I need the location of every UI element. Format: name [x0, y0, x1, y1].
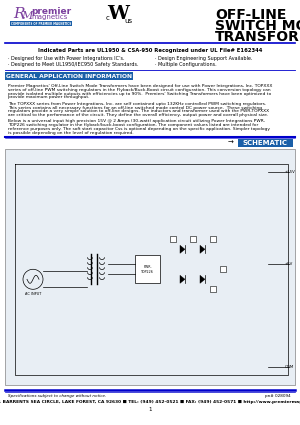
Text: AC INPUT: AC INPUT	[25, 292, 41, 296]
FancyBboxPatch shape	[5, 149, 295, 385]
Text: · Design Engineering Support Available.: · Design Engineering Support Available.	[155, 56, 252, 61]
Text: regulators provide a very simple solution to off-line designs. The inductors and: regulators provide a very simple solutio…	[8, 109, 269, 113]
Text: series of off-line PWM switching regulators in the Flyback/Buck-Boost circuit co: series of off-line PWM switching regulat…	[8, 88, 271, 92]
Text: →: →	[228, 139, 234, 146]
Text: SWITCH MODE: SWITCH MODE	[215, 19, 300, 33]
Text: are critical to the performance of the circuit. They define the overall efficien: are critical to the performance of the c…	[8, 113, 268, 117]
FancyBboxPatch shape	[5, 72, 133, 80]
Text: Below is a universal input high precision 15V @ 2 Amps (30-watt) application cir: Below is a universal input high precisio…	[8, 119, 265, 123]
Text: is possible depending on the level of regulation required.: is possible depending on the level of re…	[8, 131, 134, 135]
Text: +5V: +5V	[285, 262, 293, 266]
FancyBboxPatch shape	[170, 236, 176, 242]
Text: 1: 1	[148, 407, 152, 412]
FancyBboxPatch shape	[10, 21, 72, 26]
Text: TRANSFORMERS: TRANSFORMERS	[215, 30, 300, 44]
Text: Specifications subject to change without notice.: Specifications subject to change without…	[8, 394, 106, 398]
Text: TOP226 switching regulator in the flyback/buck-boost configuration. The componen: TOP226 switching regulator in the flybac…	[8, 123, 258, 127]
Text: Indicated Parts are UL1950 & CSA-950 Recognized under UL File# E162344: Indicated Parts are UL1950 & CSA-950 Rec…	[38, 48, 262, 53]
Text: provide maximum power throughput.: provide maximum power throughput.	[8, 95, 89, 99]
Text: PWR-: PWR-	[143, 265, 152, 269]
Text: premier: premier	[31, 6, 71, 15]
Text: R: R	[13, 7, 25, 21]
Polygon shape	[200, 275, 205, 283]
Text: magnetics: magnetics	[31, 14, 68, 20]
Text: W: W	[107, 5, 129, 23]
Text: GENERAL APPLICATION INFORMATION: GENERAL APPLICATION INFORMATION	[6, 74, 132, 79]
Text: M: M	[21, 11, 32, 21]
Text: This series contains all necessary functions for an off-line switched mode contr: This series contains all necessary funct…	[8, 105, 262, 110]
Text: pn# 028094: pn# 028094	[266, 394, 291, 398]
FancyBboxPatch shape	[210, 236, 216, 242]
Text: reference purposes only. The soft start capacitor Css is optional depending on t: reference purposes only. The soft start …	[8, 127, 270, 131]
Text: +15V: +15V	[285, 170, 296, 173]
Polygon shape	[200, 245, 205, 253]
Text: OFF-LINE: OFF-LINE	[215, 8, 286, 22]
FancyBboxPatch shape	[220, 266, 226, 272]
Text: The TOPXXX series from Power Integrations, Inc. are self contained upto 132KHz c: The TOPXXX series from Power Integration…	[8, 102, 266, 106]
Text: TOP226: TOP226	[141, 270, 154, 274]
Text: Premier Magnetics' Off-Line Switch Mode Transformers have been designed for use : Premier Magnetics' Off-Line Switch Mode …	[8, 84, 272, 88]
Text: COM: COM	[285, 365, 294, 369]
FancyBboxPatch shape	[135, 255, 160, 283]
FancyBboxPatch shape	[210, 286, 216, 292]
Polygon shape	[180, 245, 185, 253]
Text: · Designed to Meet UL1950/IEC950 Safety Standards.: · Designed to Meet UL1950/IEC950 Safety …	[8, 62, 139, 67]
Text: provide isolated multiple outputs with efficiencies up to 90%.  Premiers' Switch: provide isolated multiple outputs with e…	[8, 92, 271, 96]
Text: 26851 BARRENTS SEA CIRCLE, LAKE FOREST, CA 92630 ■ TEL: (949) 452-0521 ■ FAX: (9: 26851 BARRENTS SEA CIRCLE, LAKE FOREST, …	[0, 400, 300, 404]
FancyBboxPatch shape	[190, 236, 196, 242]
Text: · Designed for Use with Power Integrations IC’s.: · Designed for Use with Power Integratio…	[8, 56, 124, 61]
FancyBboxPatch shape	[238, 139, 293, 147]
Text: COMPONENTS OF PREMIER MAGNETICS: COMPONENTS OF PREMIER MAGNETICS	[11, 22, 71, 25]
Text: c: c	[106, 15, 110, 21]
Text: · Multiple Configurations.: · Multiple Configurations.	[155, 62, 217, 67]
Polygon shape	[180, 275, 185, 283]
Text: SCHEMATIC: SCHEMATIC	[242, 139, 287, 146]
Text: us: us	[124, 18, 132, 24]
